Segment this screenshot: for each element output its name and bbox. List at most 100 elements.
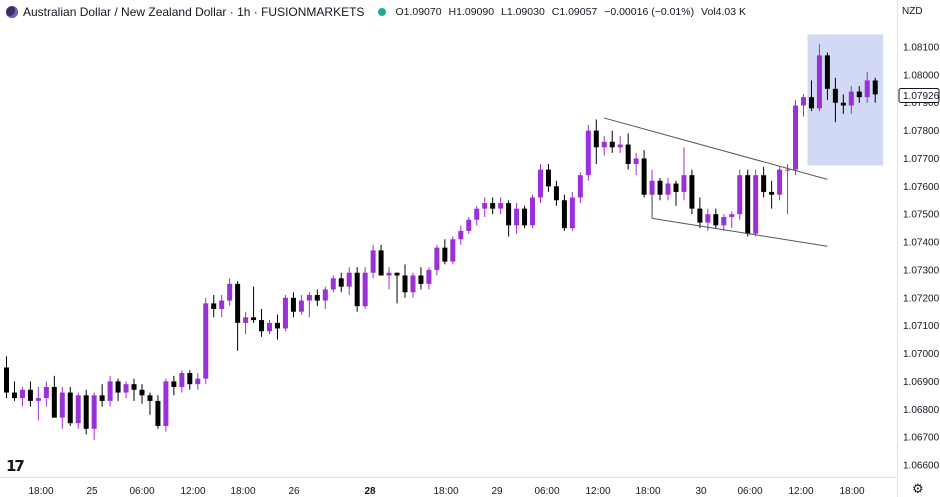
tradingview-logo-icon[interactable]: 17 (6, 457, 25, 475)
candle[interactable] (139, 384, 145, 404)
candle[interactable] (601, 136, 607, 156)
candle[interactable] (522, 205, 528, 229)
candle[interactable] (490, 197, 496, 215)
candle[interactable] (115, 378, 121, 401)
candle[interactable] (801, 94, 806, 117)
candle[interactable] (195, 373, 201, 390)
candle[interactable] (378, 244, 384, 276)
candle[interactable] (259, 308, 265, 337)
candle[interactable] (761, 166, 767, 198)
candle[interactable] (187, 370, 193, 390)
candle[interactable] (824, 52, 830, 100)
candle[interactable] (107, 375, 113, 407)
candle[interactable] (11, 381, 17, 401)
candle[interactable] (282, 295, 288, 332)
candle[interactable] (498, 197, 504, 215)
candle[interactable] (816, 44, 822, 112)
candle[interactable] (482, 197, 488, 217)
candle[interactable] (697, 197, 703, 229)
candle[interactable] (545, 164, 551, 192)
candle[interactable] (832, 77, 838, 123)
candle[interactable] (840, 94, 846, 114)
candle[interactable] (131, 378, 137, 401)
candle[interactable] (91, 392, 97, 440)
candle[interactable] (689, 169, 695, 215)
candle[interactable] (67, 386, 73, 426)
price-axis[interactable]: 1.08100 1.08000 1.07900 1.07800 1.07700 1.076… (897, 0, 940, 497)
candle[interactable] (450, 236, 456, 265)
candle[interactable] (426, 267, 432, 290)
candle[interactable] (657, 177, 663, 201)
candle[interactable] (737, 169, 743, 220)
candle[interactable] (211, 295, 217, 318)
candle[interactable] (442, 239, 448, 265)
candle[interactable] (354, 267, 360, 312)
candle[interactable] (625, 133, 631, 170)
candle[interactable] (729, 211, 735, 229)
candle[interactable] (793, 99, 799, 176)
candle[interactable] (617, 136, 623, 153)
candle[interactable] (338, 272, 344, 293)
candle[interactable] (506, 200, 512, 237)
candle[interactable] (235, 281, 241, 351)
candle[interactable] (458, 225, 464, 245)
candle[interactable] (561, 194, 567, 231)
candle[interactable] (785, 164, 791, 215)
symbol-title[interactable]: Australian Dollar / New Zealand Dollar ·… (23, 5, 365, 19)
candle[interactable] (394, 272, 400, 304)
candle[interactable] (346, 267, 352, 296)
candle[interactable] (59, 386, 65, 429)
candle[interactable] (745, 169, 751, 237)
currency-label[interactable]: NZD (902, 6, 923, 17)
candle[interactable] (466, 216, 472, 234)
symbol-logo-icon[interactable] (6, 6, 18, 18)
candle[interactable] (864, 72, 870, 103)
candle[interactable] (593, 119, 599, 165)
candle[interactable] (872, 77, 878, 103)
candle[interactable] (410, 272, 416, 298)
candle[interactable] (99, 384, 105, 407)
candle[interactable] (681, 147, 687, 201)
candle[interactable] (155, 395, 161, 429)
candle[interactable] (609, 130, 615, 153)
candle[interactable] (370, 244, 376, 279)
candle[interactable] (569, 191, 575, 231)
candle[interactable] (777, 166, 783, 201)
time-axis[interactable]: 18:00 25 06:00 12:00 18:00 26 28 18:00 29 06:00 12… (0, 477, 897, 497)
candle[interactable] (713, 208, 719, 229)
candle[interactable] (641, 150, 647, 198)
candle[interactable] (314, 289, 320, 307)
candle[interactable] (434, 244, 440, 276)
candle[interactable] (147, 392, 153, 415)
candle[interactable] (83, 389, 89, 435)
candle[interactable] (290, 292, 296, 318)
candle[interactable] (4, 356, 9, 399)
candle[interactable] (51, 375, 57, 418)
candle[interactable] (530, 194, 536, 229)
candle[interactable] (474, 205, 480, 226)
candle[interactable] (274, 314, 280, 340)
candle[interactable] (386, 267, 392, 290)
candle[interactable] (298, 295, 304, 315)
candle[interactable] (418, 267, 424, 290)
candle[interactable] (673, 180, 679, 206)
gear-icon[interactable]: ⚙ (912, 481, 924, 496)
candle[interactable] (251, 286, 257, 323)
candle[interactable] (243, 311, 249, 335)
candle[interactable] (362, 267, 368, 309)
candle[interactable] (123, 381, 129, 399)
candle[interactable] (808, 80, 814, 112)
candle[interactable] (163, 378, 169, 432)
candle[interactable] (402, 264, 408, 298)
candle[interactable] (633, 152, 639, 176)
candle[interactable] (856, 86, 862, 103)
candle[interactable] (306, 292, 312, 318)
candle[interactable] (848, 86, 854, 114)
candle[interactable] (665, 177, 671, 201)
candle[interactable] (75, 392, 81, 429)
candle[interactable] (203, 297, 209, 385)
candle[interactable] (171, 375, 177, 396)
candle[interactable] (514, 203, 520, 234)
candle[interactable] (267, 320, 273, 335)
